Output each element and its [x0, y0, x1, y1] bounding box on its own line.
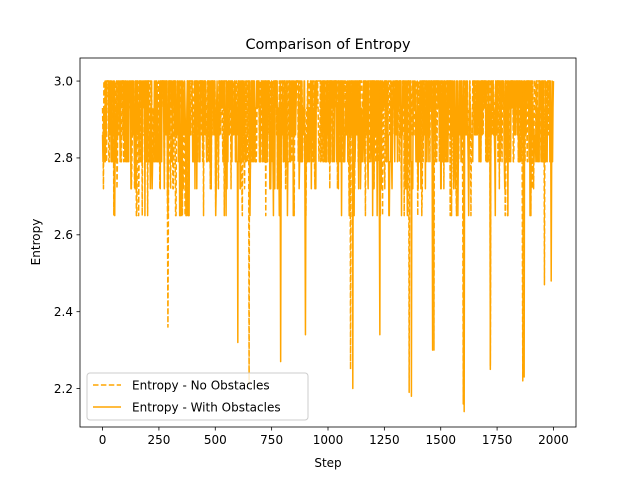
legend: Entropy - No Obstacles Entropy - With Ob…: [86, 372, 309, 421]
y-tick-label: 3.0: [54, 74, 73, 88]
x-axis: 0 250 500 750 1000 1250 1500 1750 2000: [99, 427, 569, 447]
y-axis-label: Entropy: [29, 219, 43, 266]
x-tick-label: 750: [260, 433, 283, 447]
series-layer: [101, 80, 555, 413]
legend-label-no-obstacles: Entropy - No Obstacles: [132, 379, 270, 393]
x-tick-label: 500: [204, 433, 227, 447]
x-tick-label: 250: [147, 433, 170, 447]
y-tick-label: 2.6: [54, 228, 73, 242]
y-tick-label: 2.4: [54, 305, 73, 319]
x-tick-label: 1250: [369, 433, 400, 447]
x-tick-label: 1500: [425, 433, 456, 447]
series-line-with-obstacles: [101, 80, 555, 413]
x-tick-label: 0: [99, 433, 107, 447]
x-axis-label: Step: [314, 456, 341, 470]
x-tick-label: 2000: [538, 433, 569, 447]
y-axis: 2.2 2.4 2.6 2.8 3.0: [54, 74, 80, 396]
y-tick-label: 2.2: [54, 382, 73, 396]
legend-box: [86, 372, 309, 421]
x-tick-label: 1750: [482, 433, 513, 447]
y-tick-label: 2.8: [54, 151, 73, 165]
x-tick-label: 1000: [313, 433, 344, 447]
chart-title: Comparison of Entropy: [245, 37, 411, 53]
legend-label-with-obstacles: Entropy - With Obstacles: [132, 401, 281, 415]
